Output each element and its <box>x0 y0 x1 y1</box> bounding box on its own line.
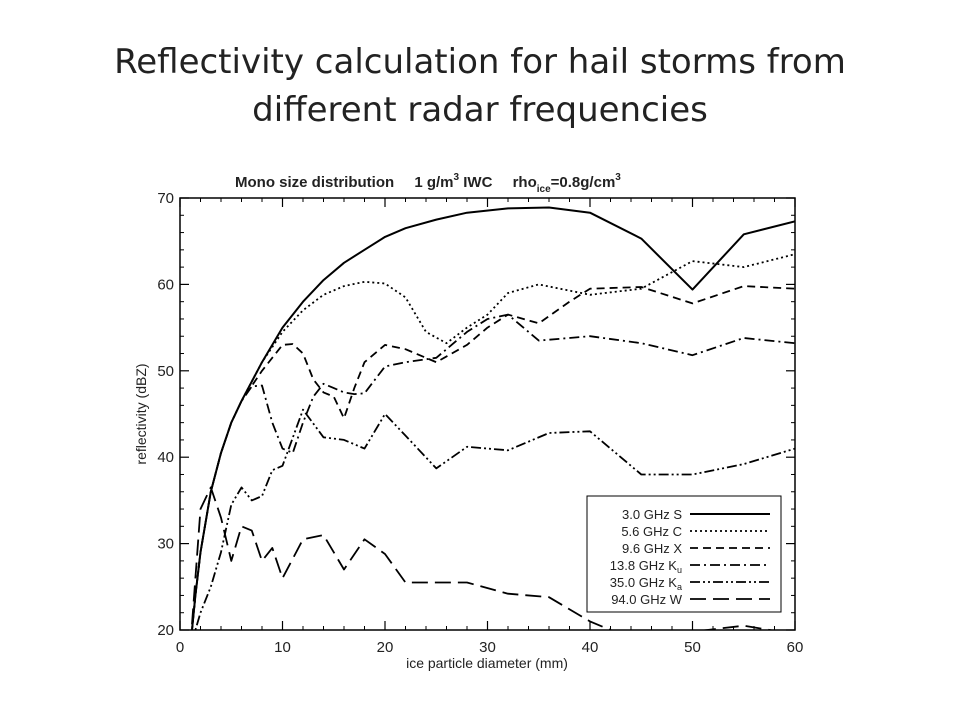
series-line-3 <box>191 313 795 630</box>
x-tick-labels: 0 10 20 30 40 50 60 <box>176 639 804 656</box>
slide-title-line-2: different radar frequencies <box>252 90 708 130</box>
y-tick-label-5: 70 <box>157 190 174 207</box>
chart-title-iwc-tail: IWC <box>459 174 492 191</box>
x-tick-label-6: 60 <box>787 639 804 656</box>
x-tick-label-4: 40 <box>582 639 599 656</box>
y-tick-label-0: 20 <box>157 622 174 639</box>
svg-text:Mono size distribution 1: Mono size distribution 1 g/m3 IWC rhoice… <box>235 172 621 195</box>
legend-label-2: 9.6 GHz X <box>622 541 682 556</box>
x-tick-label-5: 50 <box>684 639 701 656</box>
chart-title-iwc: 1 g/m <box>414 174 453 191</box>
chart-title-rho-sub: ice <box>537 184 551 195</box>
y-tick-label-2: 40 <box>157 449 174 466</box>
y-tick-label-4: 60 <box>157 276 174 293</box>
chart-title-rho: rho <box>513 174 537 191</box>
axis-ticks <box>179 197 796 631</box>
chart-title-rho-sup: 3 <box>615 172 621 183</box>
chart-title: Mono size distribution 1 g/m3 IWC rhoice… <box>235 172 621 195</box>
series-lines <box>190 206 795 630</box>
slide-title-line-1: Reflectivity calculation for hail storms… <box>114 42 846 82</box>
x-tick-label-2: 20 <box>377 639 394 656</box>
legend-label-5: 94.0 GHz W <box>611 592 683 607</box>
chart-title-main: Mono size distribution <box>235 174 394 191</box>
y-tick-label-1: 30 <box>157 536 174 553</box>
y-axis-label: reflectivity (dBZ) <box>133 363 149 464</box>
x-tick-label-1: 10 <box>274 639 291 656</box>
legend-label-1: 5.6 GHz C <box>621 524 682 539</box>
legend-box <box>586 495 782 613</box>
x-tick-label-3: 30 <box>479 639 496 656</box>
legend: 3.0 GHz S 5.6 GHz C 9.6 GHz X 13.8 GHz Ku35… <box>586 495 782 613</box>
x-axis-label: ice particle diameter (mm) <box>406 655 568 671</box>
series-line-1 <box>191 253 795 630</box>
legend-label-4: 35.0 GHz Ka <box>610 575 682 592</box>
slide-title: Reflectivity calculation for hail storms… <box>0 38 960 134</box>
series-line-4 <box>194 408 795 630</box>
legend-label-3: 13.8 GHz Ku <box>610 558 682 575</box>
x-tick-label-0: 0 <box>176 639 184 656</box>
chart-title-rho-val: =0.8g/cm <box>551 174 616 191</box>
legend-label-0: 3.0 GHz S <box>622 507 682 522</box>
y-tick-label-3: 50 <box>157 363 174 380</box>
chart-title-iwc-sup: 3 <box>454 172 460 183</box>
y-tick-labels: 20 30 40 50 60 70 <box>157 190 174 639</box>
series-line-5 <box>190 486 775 630</box>
